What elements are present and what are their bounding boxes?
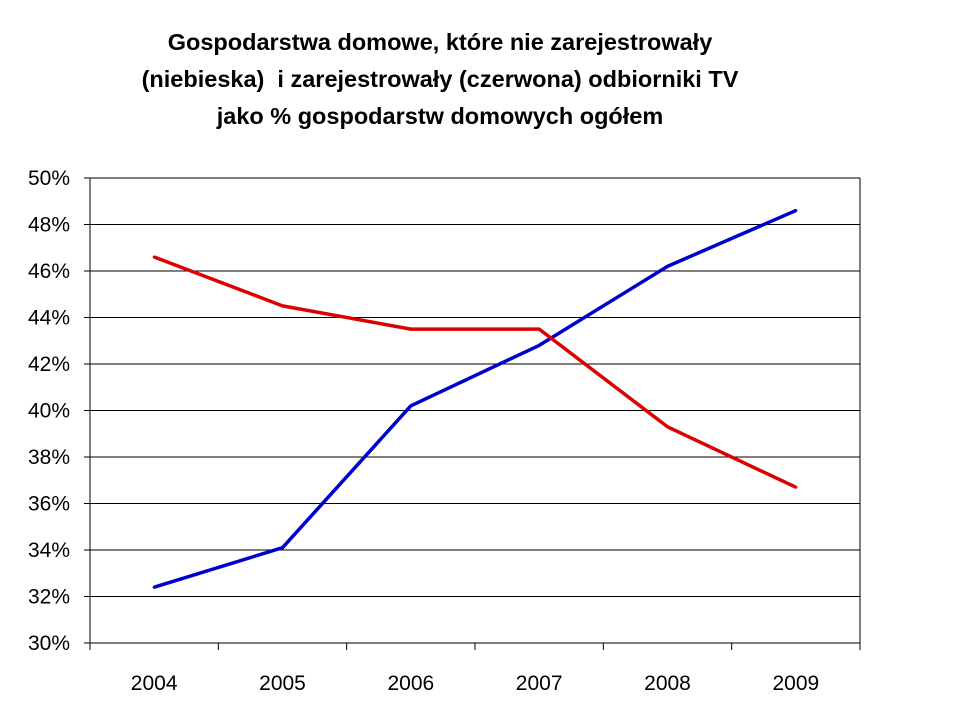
y-tick-label: 30% xyxy=(28,632,70,655)
data-point xyxy=(281,304,284,308)
y-tick-label: 36% xyxy=(28,493,70,516)
series-line-red xyxy=(153,255,797,489)
y-tick-label: 48% xyxy=(28,214,70,237)
y-tick-label: 38% xyxy=(28,446,70,469)
chart-title-line-1: Gospodarstwa domowe, które nie zarejestr… xyxy=(167,29,713,55)
series-line-blue xyxy=(153,208,797,589)
data-point xyxy=(537,343,541,347)
data-point xyxy=(794,209,798,213)
y-tick-label: 46% xyxy=(28,260,70,283)
y-tick-label: 50% xyxy=(28,167,70,190)
y-tick-label: 44% xyxy=(28,307,70,330)
y-axis: 30% 32% 34% 36% 38% 40% 42% 44% 46% 48% 50% xyxy=(28,167,861,655)
x-tick-label: 2006 xyxy=(387,672,434,695)
x-tick-label: 2005 xyxy=(259,672,306,695)
chart-title-line-3: jako % gospodarstw domowych ogółem xyxy=(216,103,664,129)
x-axis: 2004 2005 2006 2007 2008 2009 xyxy=(89,643,861,695)
y-tick-label: 34% xyxy=(28,539,70,562)
data-point xyxy=(409,404,413,408)
y-tick-label: 32% xyxy=(28,586,70,609)
x-tick-label: 2004 xyxy=(131,672,178,695)
x-tick-label: 2009 xyxy=(772,672,819,695)
x-tick-label: 2007 xyxy=(516,672,563,695)
data-point xyxy=(152,585,156,589)
data-point xyxy=(666,425,669,429)
chart-title: Gospodarstwa domowe, które nie zarejestr… xyxy=(0,24,880,135)
data-point xyxy=(666,264,669,268)
series-layer xyxy=(152,208,798,589)
y-tick-label: 42% xyxy=(28,353,70,376)
chart-title-line-2: (niebieska) i zarejestrowały (czerwona) … xyxy=(141,66,739,92)
data-point xyxy=(281,546,284,550)
data-point xyxy=(794,485,798,489)
x-tick-label: 2008 xyxy=(644,672,691,695)
data-point xyxy=(537,327,541,331)
data-point xyxy=(152,255,156,259)
data-point xyxy=(409,327,413,331)
y-tick-label: 40% xyxy=(28,400,70,423)
gridlines xyxy=(90,177,860,644)
